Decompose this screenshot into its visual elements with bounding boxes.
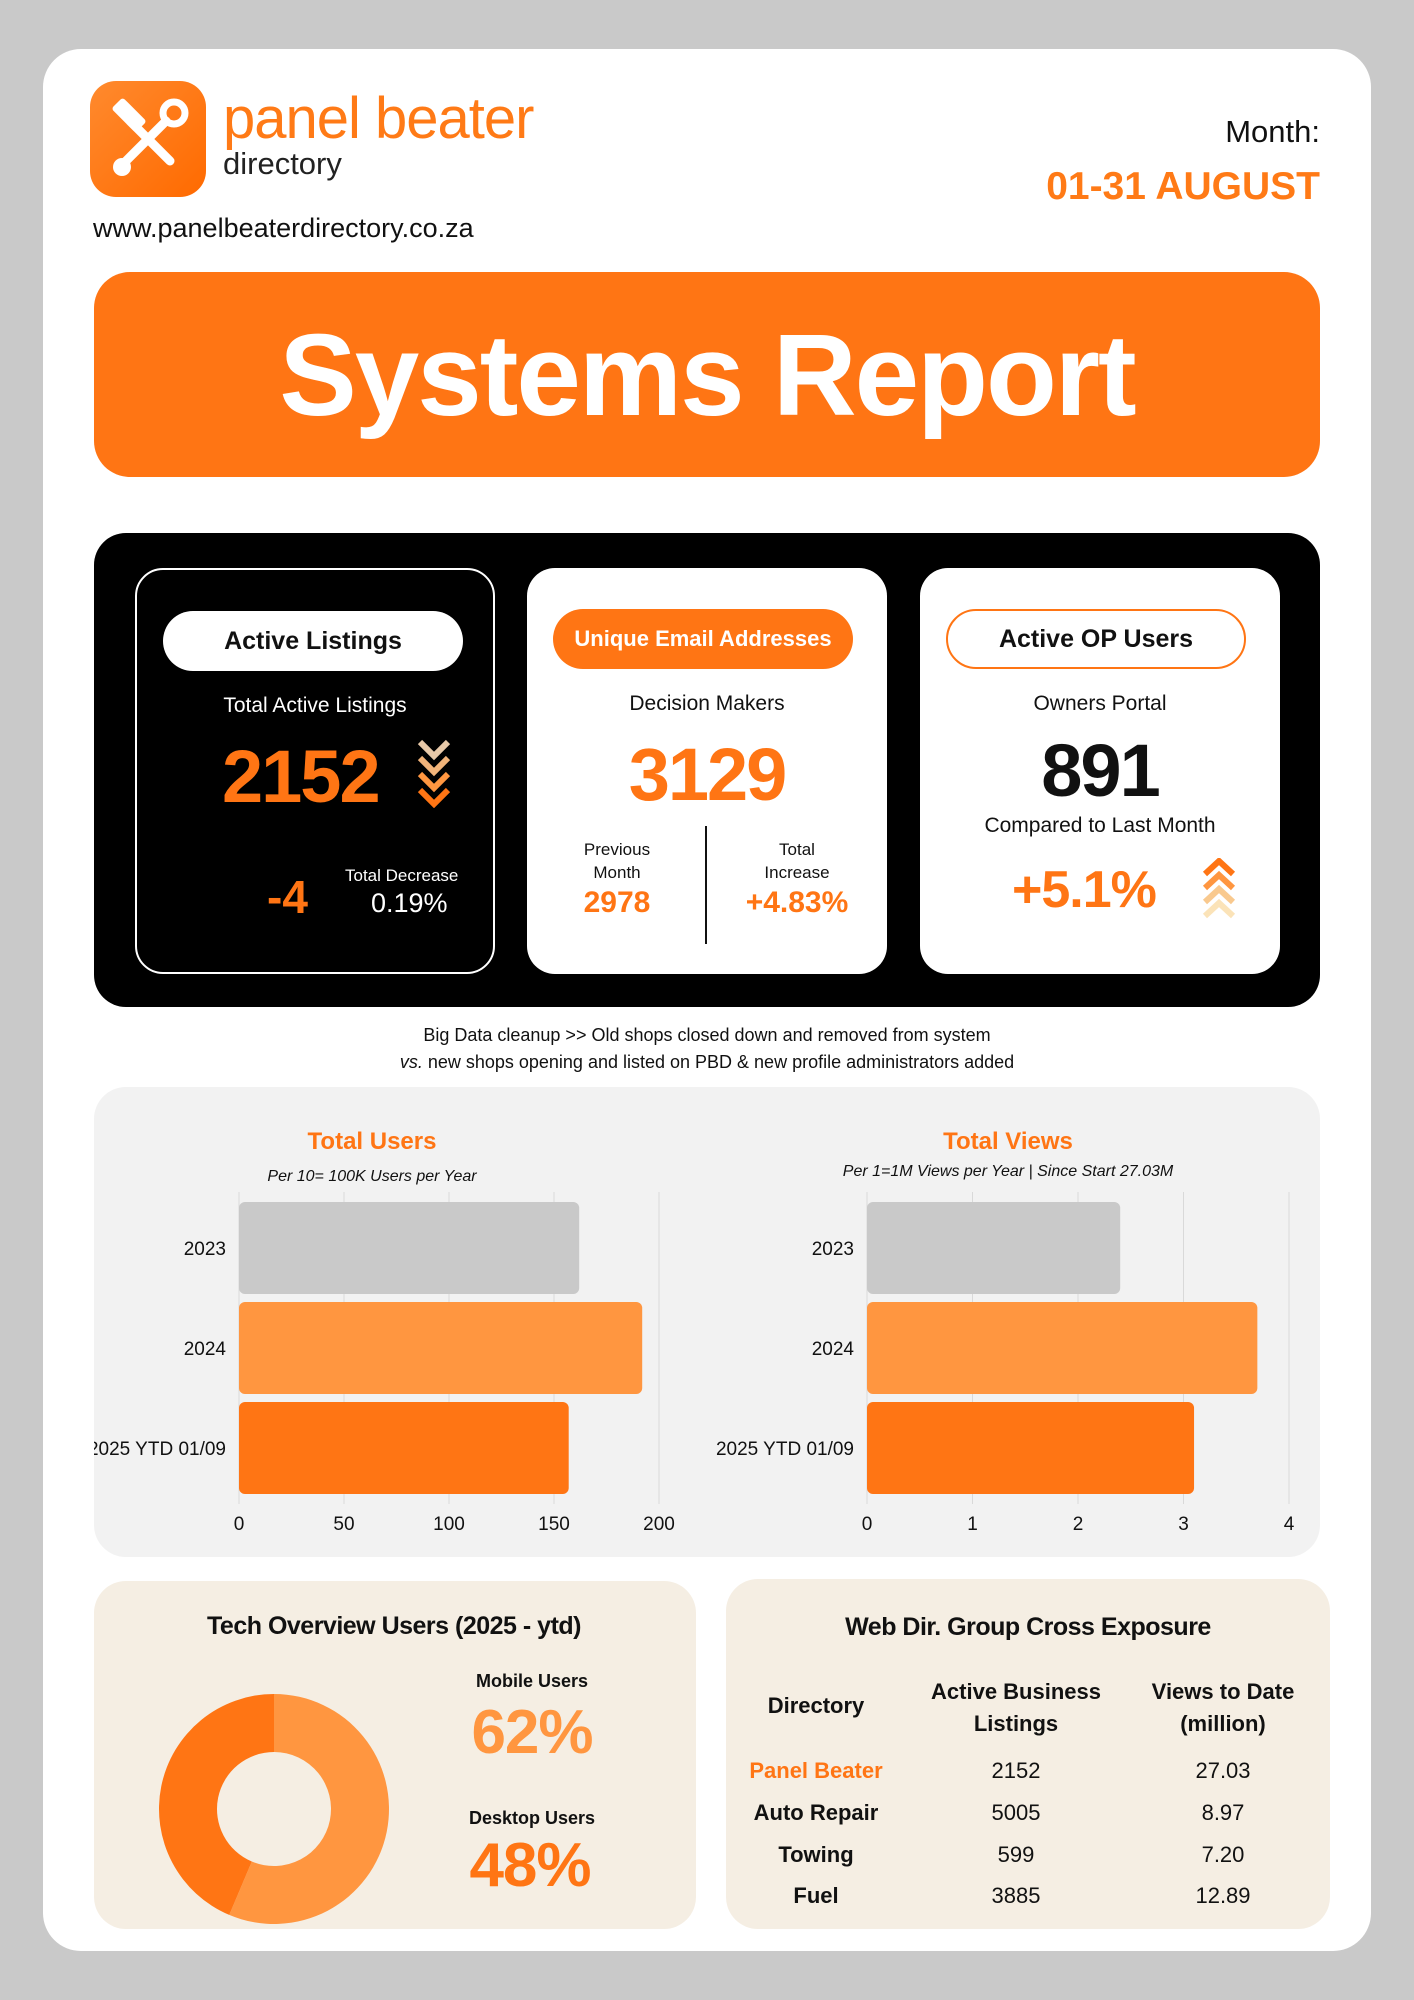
table-cell: 2152	[991, 1758, 1041, 1783]
tick-label: 200	[643, 1514, 675, 1535]
category-label: 2025 YTD 01/09	[94, 1439, 226, 1460]
month-label: Month:	[1225, 114, 1320, 149]
bar	[867, 1402, 1195, 1494]
table-cell: 3885	[991, 1883, 1041, 1908]
chart-title: Total Users	[308, 1128, 437, 1155]
unique-emails-pill: Unique Email Addresses	[553, 609, 853, 669]
prev-month-value: 2978	[583, 886, 651, 919]
bar-chart-2: Total Views Per 1=1M Views per Year | Sin…	[716, 1128, 1295, 1535]
mobile-users-value: 62%	[471, 1698, 592, 1767]
tick-label: 2	[1073, 1514, 1084, 1535]
category-label: 2023	[812, 1239, 854, 1260]
active-listings-card: Active Listings Total Active Listings 21…	[135, 568, 495, 974]
brand-subtitle: directory	[223, 146, 342, 181]
directory-name: Fuel	[793, 1883, 839, 1908]
listings-value: 2152	[222, 735, 381, 818]
donut-slice	[229, 1694, 390, 1924]
cross-exposure-title: Web Dir. Group Cross Exposure	[845, 1613, 1211, 1641]
table-cell: 27.03	[1195, 1758, 1251, 1783]
table-row: Panel Beater 2152 27.03	[726, 1758, 1330, 1798]
total-increase-value: +4.83%	[745, 886, 849, 919]
chart-title: Tech Overview Users (2025 - ytd)	[207, 1612, 581, 1640]
table-row: Auto Repair 5005 8.97	[726, 1800, 1330, 1840]
directory-name: Towing	[778, 1842, 854, 1867]
prev-month-label: Previous Month	[583, 840, 651, 882]
chart-subtitle: Per 1=1M Views per Year | Since Start 27…	[843, 1163, 1174, 1180]
category-label: 2023	[184, 1239, 226, 1260]
data-cleanup-note: Big Data cleanup >> Old shops closed dow…	[399, 1025, 1015, 1072]
op-users-change: +5.1%	[1012, 861, 1157, 919]
table-cell: 599	[997, 1842, 1035, 1867]
tick-label: 0	[234, 1514, 245, 1535]
directory-name: Panel Beater	[749, 1758, 883, 1783]
category-label: 2024	[184, 1339, 227, 1360]
table-header: Views to Date (million)	[1151, 1679, 1295, 1736]
bar	[239, 1202, 580, 1294]
divider	[705, 826, 707, 944]
report-banner: Systems Report	[94, 272, 1320, 477]
op-users-subtitle: Owners Portal	[1033, 692, 1167, 715]
page-title: Systems Report	[279, 309, 1136, 440]
listings-subtitle: Total Active Listings	[223, 694, 407, 717]
table-cell: 5005	[991, 1800, 1041, 1825]
bar-chart-1: Total Users Per 10= 100K Users per Year 0 5…	[88, 1128, 675, 1535]
charts-panel: Total Users Per 10= 100K Users per Year 0 5…	[88, 1087, 1320, 1557]
bar-charts-svg: Total Users Per 10= 100K Users per Year 0 5…	[88, 1128, 1295, 1535]
table-row: Towing 599 7.20	[726, 1842, 1330, 1882]
directory-name: Auto Repair	[753, 1800, 879, 1825]
op-users-value: 891	[1041, 729, 1160, 812]
donut-chart-svg: Tech Overview Users (2025 - ytd) Mobile U…	[159, 1612, 595, 1924]
bar	[239, 1302, 643, 1394]
tick-label: 50	[333, 1514, 354, 1535]
bar	[867, 1302, 1258, 1394]
table-header: Directory	[767, 1693, 865, 1718]
website-link[interactable]: www.panelbeaterdirectory.co.za	[93, 213, 474, 243]
chevron-down-icon	[417, 738, 451, 813]
cross-exposure-panel: Web Dir. Group Cross Exposure Directory A…	[726, 1579, 1330, 1929]
chart-subtitle: Per 10= 100K Users per Year	[267, 1168, 477, 1185]
listings-delta: -4	[267, 871, 308, 923]
active-op-users-pill: Active OP Users	[946, 609, 1246, 669]
tick-label: 4	[1284, 1514, 1295, 1535]
mobile-users-label: Mobile Users	[476, 1671, 588, 1691]
listings-delta-pct: 0.19%	[371, 888, 448, 918]
listings-delta-label: Total Decrease	[345, 866, 459, 885]
op-users-compare-label: Compared to Last Month	[984, 814, 1216, 837]
table-cell: 8.97	[1201, 1800, 1245, 1825]
donut-slice	[159, 1694, 274, 1915]
table-cell: 7.20	[1201, 1842, 1245, 1867]
active-op-users-card: Active OP Users Owners Portal 891 Compar…	[920, 568, 1280, 974]
tick-label: 0	[862, 1514, 873, 1535]
chart-title: Total Views	[943, 1128, 1073, 1155]
desktop-users-value: 48%	[469, 1831, 590, 1900]
emails-subtitle: Decision Makers	[629, 692, 785, 715]
bar	[867, 1202, 1121, 1294]
brand-name: panel beater	[223, 86, 534, 151]
tick-label: 1	[967, 1514, 978, 1535]
unique-emails-card: Unique Email Addresses Decision Makers 3…	[527, 568, 887, 974]
category-label: 2025 YTD 01/09	[716, 1439, 854, 1460]
table-header: Active Business Listings	[931, 1679, 1101, 1736]
active-listings-pill: Active Listings	[163, 611, 463, 671]
kpi-panel: Active Listings Total Active Listings 21…	[94, 533, 1320, 1007]
desktop-users-label: Desktop Users	[469, 1808, 595, 1828]
table-row: Fuel 3885 12.89	[726, 1883, 1330, 1923]
total-increase-label: Total Increase	[764, 840, 830, 882]
category-label: 2024	[812, 1339, 855, 1360]
tech-overview-panel: Tech Overview Users (2025 - ytd) Mobile U…	[94, 1581, 696, 1929]
month-value: 01-31 AUGUST	[1046, 165, 1320, 208]
logo-icon	[90, 81, 206, 197]
tick-label: 150	[538, 1514, 570, 1535]
emails-value: 3129	[628, 733, 788, 816]
tick-label: 3	[1178, 1514, 1189, 1535]
report-page: panel beater directory www.panelbeaterdi…	[43, 49, 1371, 1951]
table-cell: 12.89	[1195, 1883, 1251, 1908]
bar	[239, 1402, 569, 1494]
tick-label: 100	[433, 1514, 465, 1535]
chevron-up-icon	[1202, 856, 1236, 925]
